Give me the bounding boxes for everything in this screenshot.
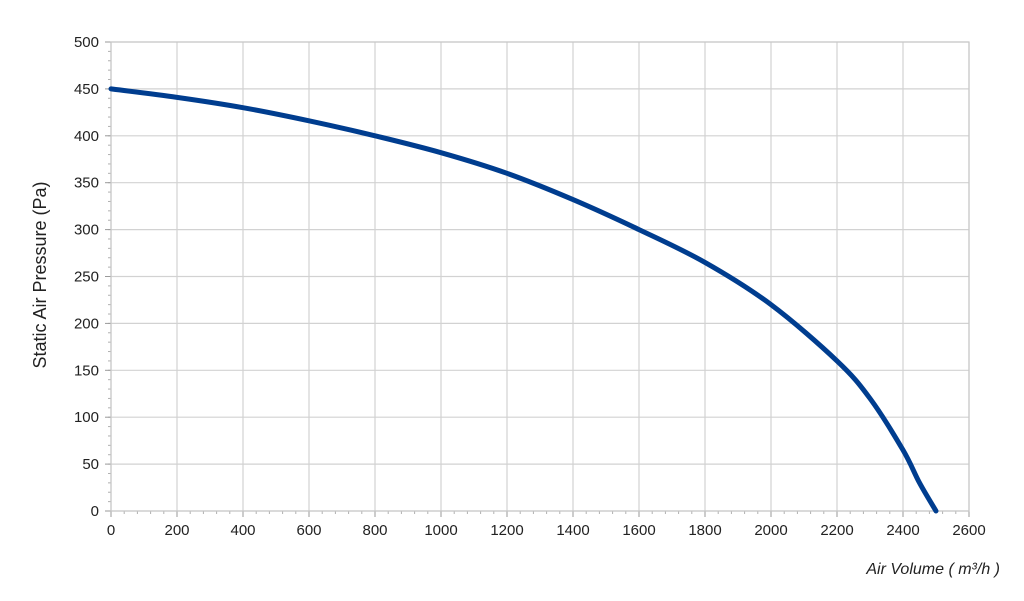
x-tick-label: 1600 bbox=[622, 522, 655, 539]
y-tick-label: 300 bbox=[74, 222, 99, 239]
minor-ticks bbox=[108, 41, 970, 514]
axes bbox=[105, 41, 970, 517]
y-tick-labels: 0 50 100 150 200 250 300 350 400 450 500 bbox=[74, 34, 99, 520]
y-tick-label: 350 bbox=[74, 175, 99, 192]
grid bbox=[110, 41, 970, 512]
x-tick-label: 1000 bbox=[424, 522, 457, 539]
series-group bbox=[108, 86, 939, 514]
x-tick-label: 2600 bbox=[952, 522, 985, 539]
y-tick-label: 200 bbox=[74, 315, 99, 332]
x-tick-label: 1400 bbox=[556, 522, 589, 539]
x-tick-label: 400 bbox=[230, 522, 255, 539]
x-tick-labels: 0 200 400 600 800 1000 1200 1400 1600 1800 2000 220… bbox=[107, 522, 986, 539]
series-line bbox=[108, 86, 939, 514]
x-tick-label: 2200 bbox=[820, 522, 853, 539]
x-tick-label: 600 bbox=[296, 522, 321, 539]
y-tick-label: 50 bbox=[82, 456, 99, 473]
x-tick-label: 2000 bbox=[754, 522, 787, 539]
x-tick-label: 1800 bbox=[688, 522, 721, 539]
x-axis-title: Air Volume ( m³/h ) bbox=[865, 561, 1000, 578]
x-tick-label: 200 bbox=[164, 522, 189, 539]
plot-frame bbox=[110, 41, 970, 512]
x-tick-label: 800 bbox=[362, 522, 387, 539]
x-tick-label: 2400 bbox=[886, 522, 919, 539]
y-tick-label: 500 bbox=[74, 34, 99, 51]
y-tick-label: 100 bbox=[74, 409, 99, 426]
x-tick-label: 0 bbox=[107, 522, 115, 539]
y-tick-label: 250 bbox=[74, 269, 99, 286]
y-tick-label: 400 bbox=[74, 128, 99, 145]
y-tick-label: 0 bbox=[91, 503, 99, 520]
y-axis-title: Static Air Pressure (Pa) bbox=[30, 181, 50, 368]
y-tick-label: 450 bbox=[74, 81, 99, 98]
x-tick-label: 1200 bbox=[490, 522, 523, 539]
y-tick-label: 150 bbox=[74, 362, 99, 379]
